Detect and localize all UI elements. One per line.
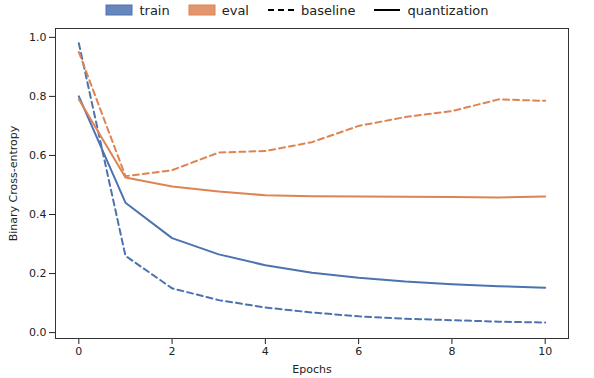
svg-text:4: 4 xyxy=(262,345,269,358)
html-text:eval: eval xyxy=(221,2,249,18)
svg-text:1.0: 1.0 xyxy=(29,31,47,44)
svg-text:10: 10 xyxy=(538,345,552,358)
svg-text:Epochs: Epochs xyxy=(292,363,332,376)
svg-text:0.4: 0.4 xyxy=(29,208,47,221)
svg-text:6: 6 xyxy=(355,345,362,358)
svg-text:8: 8 xyxy=(448,345,455,358)
svg-text:0.8: 0.8 xyxy=(29,90,47,103)
svg-text:2: 2 xyxy=(169,345,176,358)
svg-text:0.6: 0.6 xyxy=(29,149,47,162)
svg-text:Binary Cross-entropy: Binary Cross-entropy xyxy=(7,125,20,241)
svg-text:0.2: 0.2 xyxy=(29,267,47,280)
html-text:quantization: quantization xyxy=(407,2,489,18)
svg-text:0.0: 0.0 xyxy=(29,326,47,339)
svg-text:0: 0 xyxy=(75,345,82,358)
html-text:baseline: baseline xyxy=(301,2,356,18)
html-text:train: train xyxy=(139,2,170,18)
